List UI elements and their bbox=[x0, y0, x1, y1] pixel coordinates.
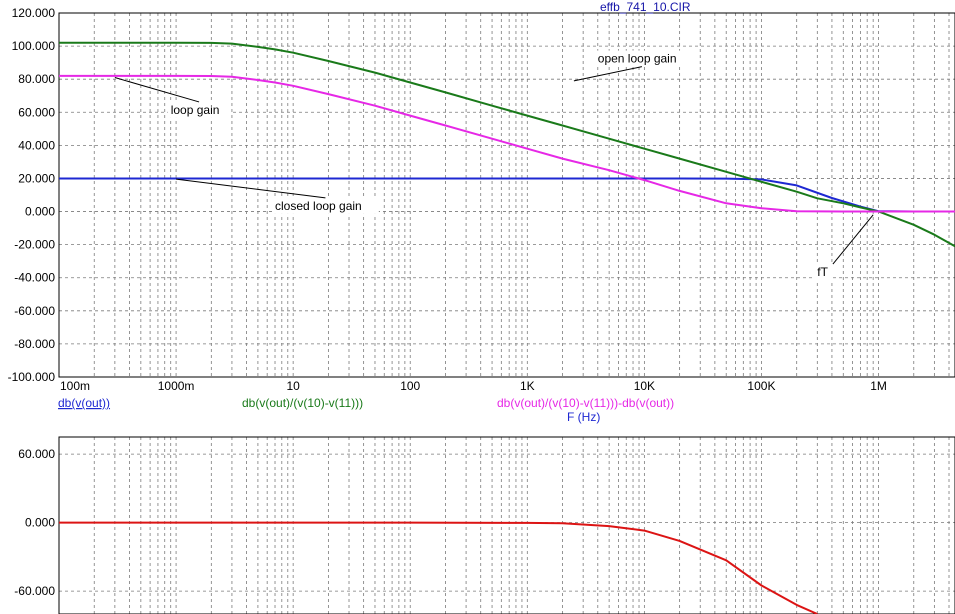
x-tick-label: 1M bbox=[870, 379, 887, 393]
annotation-label: closed loop gain bbox=[275, 199, 362, 213]
x-tick-label: 10K bbox=[634, 379, 655, 393]
annotation-leader bbox=[176, 178, 326, 199]
annotation-bg bbox=[594, 50, 689, 67]
annotation-label: open loop gain bbox=[598, 52, 677, 66]
y-tick-label: -80.000 bbox=[14, 337, 55, 351]
y-tick-label: -20.000 bbox=[14, 238, 55, 252]
annotation-bg bbox=[167, 101, 231, 118]
y-tick-label: -60.000 bbox=[14, 584, 55, 598]
y-tick-label: 60.000 bbox=[18, 105, 55, 119]
annotation-leader bbox=[114, 77, 200, 103]
x-tick-label: 100K bbox=[747, 379, 775, 393]
chart-title: effb_741_10.CIR bbox=[600, 0, 691, 14]
top-x-tick-labels: 100m 1000m 10 100 1K 10K 100K 1M bbox=[60, 379, 887, 393]
annotation-bg bbox=[814, 264, 833, 281]
series-line bbox=[59, 521, 818, 614]
y-tick-label: 0.000 bbox=[25, 516, 55, 530]
annotation-bg bbox=[272, 197, 379, 214]
series-line bbox=[59, 74, 955, 213]
annotation-leader bbox=[573, 66, 642, 82]
bottom-y-tick-labels: 60.000 0.000 -60.000 bbox=[14, 447, 55, 598]
x-axis-label: F (Hz) bbox=[567, 410, 600, 424]
bottom-gridlines bbox=[59, 437, 955, 614]
x-tick-label: 1000m bbox=[158, 379, 195, 393]
y-tick-label: 40.000 bbox=[18, 138, 55, 152]
x-tick-label: 1K bbox=[520, 379, 535, 393]
bottom-plot-frame bbox=[58, 436, 955, 614]
y-tick-label: 60.000 bbox=[18, 447, 55, 461]
y-tick-label: 80.000 bbox=[18, 72, 55, 86]
y-tick-label: 120.000 bbox=[12, 6, 56, 20]
series-line bbox=[59, 41, 955, 248]
y-tick-label: 0.000 bbox=[25, 205, 55, 219]
y-tick-label: 20.000 bbox=[18, 171, 55, 185]
x-tick-label: 100 bbox=[400, 379, 420, 393]
y-tick-label: 100.000 bbox=[12, 39, 56, 53]
annotation-leader bbox=[832, 214, 874, 265]
x-tick-label: 10 bbox=[286, 379, 300, 393]
series-line bbox=[59, 177, 955, 213]
legend-magenta: db(v(out)/(v(10)-v(11)))-db(v(out)) bbox=[497, 396, 674, 410]
annotations: open loop gain loop gain closed loop gain f… bbox=[114, 50, 874, 281]
x-tick-label: 100m bbox=[60, 379, 90, 393]
top-series-lines bbox=[59, 41, 955, 248]
top-gridlines bbox=[59, 13, 955, 377]
top-plot-frame bbox=[58, 12, 955, 378]
legend-blue: db(v(out)) bbox=[58, 396, 110, 410]
y-tick-label: -60.000 bbox=[14, 304, 55, 318]
y-tick-label: -40.000 bbox=[14, 271, 55, 285]
top-y-tick-labels: 120.000 100.000 80.000 60.000 40.000 20.000 0.… bbox=[8, 6, 56, 384]
annotation-label: loop gain bbox=[171, 103, 220, 117]
legend-green: db(v(out)/(v(10)-v(11))) bbox=[242, 396, 363, 410]
y-tick-label: -100.000 bbox=[8, 370, 56, 384]
bottom-series-lines bbox=[59, 521, 818, 614]
annotation-label: fT bbox=[817, 265, 828, 279]
